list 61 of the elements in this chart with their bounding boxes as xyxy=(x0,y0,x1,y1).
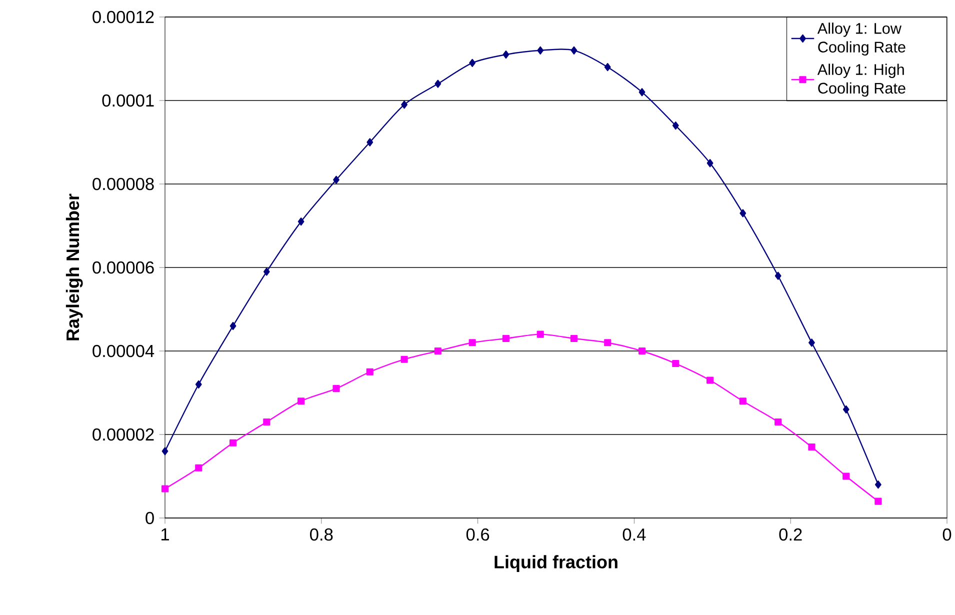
point xyxy=(333,176,340,184)
y-tick-label: 0.00012 xyxy=(92,10,154,24)
point xyxy=(469,58,476,67)
point xyxy=(162,447,168,456)
point xyxy=(230,439,237,446)
point xyxy=(298,398,305,405)
point xyxy=(874,498,882,505)
y-tick-label: 0.00008 xyxy=(92,178,154,190)
y-tick-label: 0 xyxy=(146,512,154,524)
point xyxy=(195,464,202,472)
point xyxy=(672,360,680,368)
point xyxy=(468,339,476,346)
point xyxy=(739,398,746,405)
point xyxy=(570,334,578,342)
x-axis-title: Liquid fraction xyxy=(494,555,618,572)
y-axis-title: Rayleigh Number xyxy=(66,194,83,340)
point xyxy=(808,338,815,347)
point xyxy=(842,405,850,414)
x-tick-label: 0.2 xyxy=(779,528,802,541)
point xyxy=(706,159,714,168)
y-tick-label: 0.00002 xyxy=(92,428,154,441)
point xyxy=(366,368,374,376)
point xyxy=(740,209,746,218)
point xyxy=(263,268,270,276)
point xyxy=(706,376,714,384)
point xyxy=(604,63,611,72)
point xyxy=(434,80,442,88)
point xyxy=(298,218,304,226)
point xyxy=(400,356,408,363)
point xyxy=(604,339,612,346)
point xyxy=(774,272,782,280)
point xyxy=(332,385,340,392)
point xyxy=(230,322,236,330)
point xyxy=(638,88,646,96)
point xyxy=(161,485,169,492)
point xyxy=(638,347,646,355)
point xyxy=(401,100,408,109)
point xyxy=(874,480,882,489)
point xyxy=(774,418,782,426)
point xyxy=(536,330,544,338)
point xyxy=(263,418,270,426)
x-tick-label: 0 xyxy=(942,528,952,541)
point xyxy=(434,347,442,355)
y-tick-label: 0.00004 xyxy=(92,344,154,358)
point xyxy=(537,46,544,54)
legend-label: Alloy 1: High Cooling Rate xyxy=(817,64,906,97)
point xyxy=(502,334,510,342)
point xyxy=(808,443,816,451)
y-tick-label: 0.0001 xyxy=(102,94,154,107)
legend-label: Alloy 1: Low Cooling Rate xyxy=(817,22,906,56)
point xyxy=(195,380,202,388)
x-tick-label: 0.6 xyxy=(466,528,490,541)
point xyxy=(570,46,578,54)
point xyxy=(502,50,510,59)
x-tick-label: 0.8 xyxy=(310,528,333,541)
y-tick-label: 0.00006 xyxy=(92,261,154,274)
point xyxy=(842,472,850,480)
x-tick-label: 1 xyxy=(161,528,169,540)
point xyxy=(672,121,679,130)
x-tick-label: 0.4 xyxy=(622,528,646,541)
point xyxy=(366,138,374,146)
